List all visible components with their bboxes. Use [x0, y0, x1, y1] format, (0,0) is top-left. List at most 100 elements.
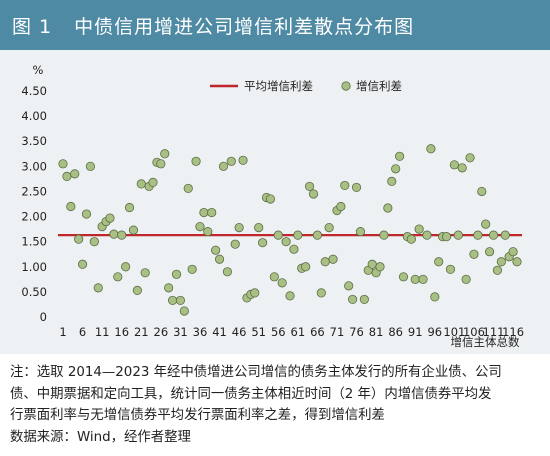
scatter-point [160, 149, 170, 159]
x-tick-label: 46 [232, 325, 247, 339]
scatter-point [132, 285, 142, 295]
x-tick-label: 16 [114, 325, 129, 339]
x-tick-label: 106 [463, 325, 485, 339]
scatter-point [485, 247, 495, 257]
x-tick-label: 26 [154, 325, 169, 339]
x-tick-label: 116 [502, 325, 524, 339]
y-tick-label: 0.50 [21, 285, 47, 299]
scatter-point [230, 239, 240, 249]
scatter-point [469, 249, 479, 259]
scatter-point [148, 177, 158, 188]
scatter-point [121, 262, 131, 272]
x-tick-label: 91 [408, 325, 423, 339]
scatter-point [62, 171, 72, 181]
scatter-point [191, 156, 201, 166]
scatter-point [312, 230, 322, 240]
y-tick-label: 3.00 [21, 159, 47, 173]
scatter-point [164, 283, 174, 293]
y-tick-label: 3.50 [21, 134, 47, 148]
scatter-point [293, 230, 303, 240]
y-tick-label: 4.00 [21, 109, 47, 123]
x-tick-label: 21 [134, 325, 149, 339]
scatter-point [199, 207, 209, 218]
scatter-point [124, 202, 135, 213]
scatter-point [328, 254, 338, 264]
scatter-point [187, 264, 197, 274]
x-tick-label: 76 [349, 325, 364, 339]
legend: 平均增信利差 增信利差 [210, 79, 402, 93]
scatter-point [171, 269, 182, 279]
figure-number: 图 1 [12, 15, 53, 38]
scatter-point [379, 230, 389, 240]
y-tick-label: 2.00 [21, 210, 47, 224]
x-tick-label: 96 [427, 325, 442, 339]
x-axis: 1 6 11 16 21 26 31 36 41 46 51 56 61 66 71 76 81 86 91 96 10… [59, 325, 524, 339]
scatter-point [394, 151, 405, 161]
scatter-point [383, 203, 393, 213]
scatter-point [214, 254, 225, 264]
scatter-point [105, 213, 115, 223]
scatter-point [85, 161, 95, 171]
y-tick-label: 2.50 [21, 184, 47, 198]
scatter-point [66, 201, 76, 212]
scatter-point [250, 288, 260, 298]
scatter-point [324, 223, 334, 233]
scatter-point [254, 223, 264, 233]
scatter-point [398, 272, 409, 282]
legend-average-line-label: 平均增信利差 [244, 79, 313, 93]
legend-series-label: 增信利差 [356, 79, 402, 93]
scatter-point [179, 306, 189, 316]
figure-header: 图 1 中债信用增进公司增信利差散点分布图 [0, 0, 550, 50]
x-axis-title: 增信主体总数 [451, 335, 520, 349]
scatter-point [301, 262, 311, 272]
scatter-point [453, 230, 463, 240]
scatter-point [340, 180, 350, 191]
scatter-point [156, 159, 166, 169]
scatter-point [109, 229, 119, 239]
scatter-point [89, 237, 99, 247]
scatter-point [195, 222, 205, 232]
scatter-point [492, 265, 503, 275]
scatter-point [74, 234, 84, 244]
scatter-point [277, 278, 287, 288]
y-tick-label: 0 [40, 310, 47, 324]
y-tick-label: 4.50 [21, 84, 47, 98]
x-tick-label: 81 [369, 325, 384, 339]
scatter-point [477, 186, 487, 197]
scatter-point [265, 194, 276, 204]
scatter-point [93, 283, 103, 293]
y-tick-label: 1.00 [21, 260, 47, 274]
scatter-point [465, 153, 475, 163]
scatter-point [473, 230, 483, 240]
scatter-point [58, 159, 68, 169]
scatter-point [418, 274, 428, 284]
scatter-point [441, 232, 452, 242]
scatter-point [387, 176, 397, 186]
scatter-point [391, 164, 401, 174]
x-tick-label: 111 [483, 325, 505, 339]
x-tick-label: 41 [212, 325, 227, 339]
scatter-point [367, 259, 377, 269]
scatter-point [226, 156, 236, 166]
y-axis: 0 0.50 1.00 1.50 2.00 2.50 3.00 3.50 4.00 4.50 [21, 84, 47, 324]
x-tick-label: 1 [59, 325, 66, 339]
x-tick-label: 36 [193, 325, 208, 339]
scatter-point [269, 272, 279, 282]
x-tick-label: 6 [79, 325, 86, 339]
scatter-point [430, 292, 440, 302]
note-line-1: 注：选取 2014—2023 年经中债增进公司增信的债务主体发行的所有企业债、公… [10, 365, 502, 380]
scatter-point [414, 224, 424, 234]
scatter-point [512, 257, 522, 267]
x-tick-label: 86 [388, 325, 403, 339]
scatter-point [140, 268, 150, 278]
x-tick-label: 101 [443, 325, 465, 339]
y-axis-unit: % [33, 63, 44, 77]
scatter-point [238, 155, 248, 165]
scatter-point [81, 209, 92, 219]
scatter-points [58, 144, 522, 316]
scatter-point [183, 183, 193, 194]
scatter-point [461, 274, 471, 284]
scatter-point [449, 160, 459, 170]
scatter-point [320, 257, 330, 267]
